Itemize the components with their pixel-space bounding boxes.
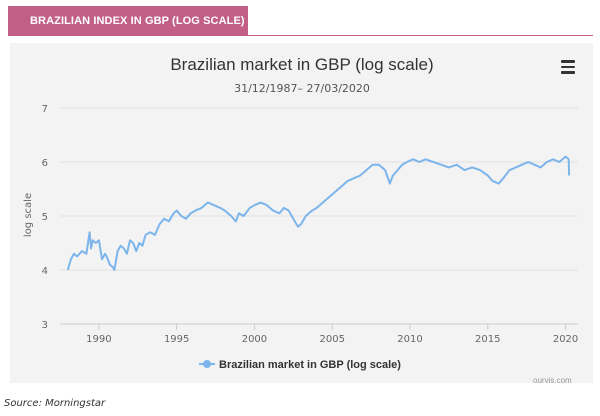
y-tick-label: 4 bbox=[42, 266, 48, 277]
legend-marker bbox=[203, 360, 211, 368]
y-axis-label: log scale bbox=[23, 193, 34, 237]
legend-label: Brazilian market in GBP (log scale) bbox=[219, 359, 401, 371]
hamburger-menu-icon[interactable] bbox=[556, 55, 580, 75]
x-tick-label: 2020 bbox=[553, 334, 578, 345]
x-tick-label: 2005 bbox=[319, 334, 344, 345]
y-tick-label: 7 bbox=[42, 104, 48, 115]
x-axis-ticks: 1990 1995 2000 2005 2010 2015 2020 bbox=[60, 323, 578, 345]
grid-lines bbox=[60, 107, 578, 325]
y-axis-ticks: 3 4 5 6 7 bbox=[42, 104, 48, 331]
chart-title: Brazilian market in GBP (log scale) bbox=[170, 55, 433, 74]
x-tick-label: 2000 bbox=[242, 334, 267, 345]
source-note: Source: Morningstar bbox=[4, 398, 106, 409]
series-line bbox=[66, 155, 571, 271]
y-tick-label: 5 bbox=[42, 212, 48, 223]
y-tick-label: 6 bbox=[42, 158, 48, 169]
chart-credit[interactable]: ourvis.com bbox=[533, 376, 572, 385]
chart-frame bbox=[10, 43, 593, 383]
y-tick-label: 3 bbox=[42, 320, 48, 331]
chart-subtitle: 31/12/1987– 27/03/2020 bbox=[234, 82, 370, 95]
legend-item[interactable]: Brazilian market in GBP (log scale) bbox=[199, 359, 401, 371]
x-tick-label: 2010 bbox=[397, 334, 422, 345]
x-tick-label: 2015 bbox=[475, 334, 500, 345]
x-tick-label: 1990 bbox=[86, 334, 111, 345]
x-tick-label: 1995 bbox=[164, 334, 189, 345]
section-banner: BRAZILIAN INDEX IN GBP (LOG SCALE) bbox=[8, 6, 248, 36]
banner-divider bbox=[248, 35, 593, 36]
